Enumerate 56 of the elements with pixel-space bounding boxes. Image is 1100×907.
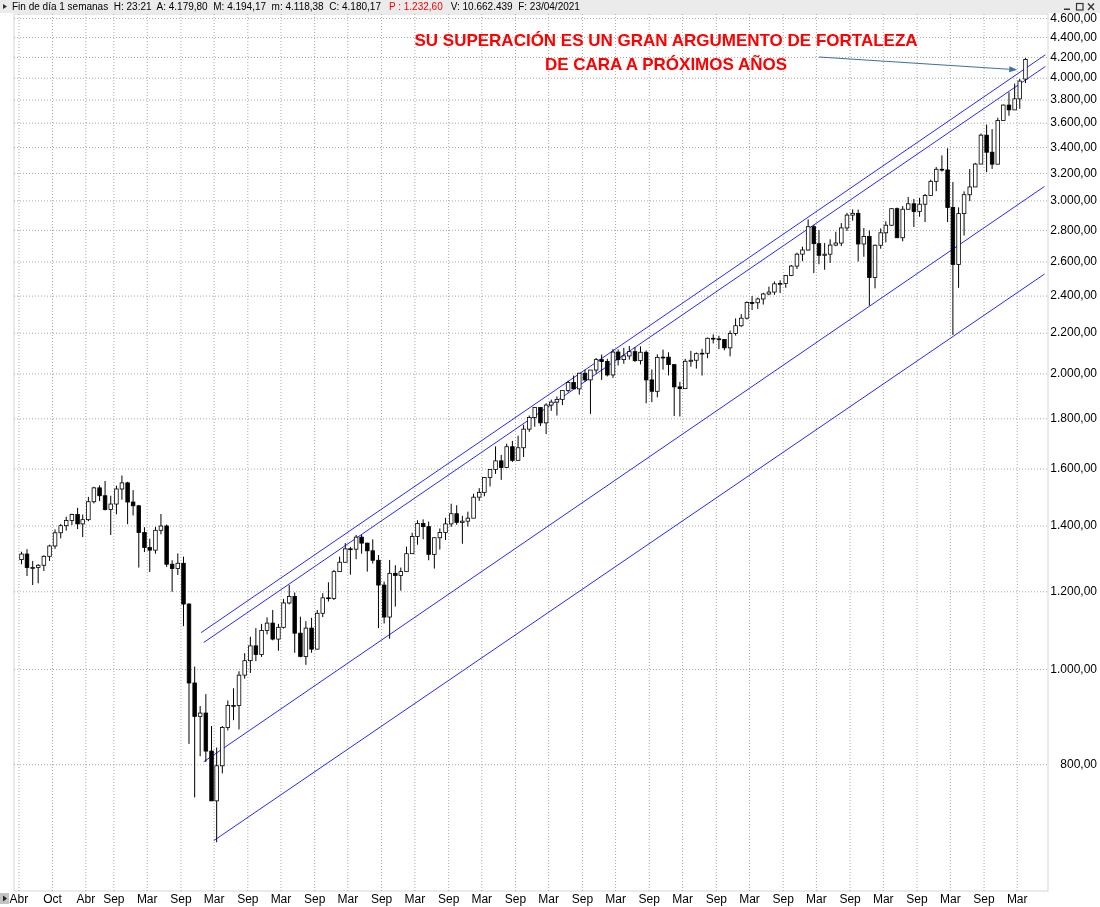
- x-tick-label: Mar: [872, 892, 894, 907]
- y-tick-label: 3.200,00: [1050, 165, 1098, 180]
- x-tick-label: Sep: [906, 892, 928, 907]
- annotation: SU SUPERACIÓN ES UN GRAN ARGUMENTO DE FORTALEZA DE CARA A PRÓXIMOS AÑOS: [414, 31, 918, 74]
- y-tick-label: 2.200,00: [1050, 325, 1098, 340]
- chart-subtitle: P : 1.232,60: [388, 0, 443, 13]
- y-tick-label: 2.000,00: [1050, 366, 1098, 381]
- y-tick-label: 2.400,00: [1050, 288, 1098, 303]
- x-tick-label: Sep: [504, 892, 527, 907]
- x-tick-label: Mar: [605, 892, 626, 907]
- y-tick-label: 4.400,00: [1050, 29, 1098, 44]
- text: V: 10.662.439 F: 23/04/2021: [450, 0, 580, 13]
- x-tick-label: Sep: [638, 892, 661, 907]
- y-tick-label: 4.600,00: [1050, 10, 1098, 25]
- chart-title: Fin de día 1 semanas H: 23:21 A: 4.179,80 M: 4.194,17 m: 4.118,38 C: 4.180,17: [12, 0, 381, 13]
- x-tick-label: Sep: [170, 892, 192, 907]
- y-tick-label: 2.600,00: [1050, 254, 1098, 269]
- x-tick-label: Mar: [136, 892, 158, 907]
- y-tick-label: 1.200,00: [1050, 583, 1098, 598]
- x-tick-label: Sep: [973, 892, 996, 907]
- x-tick-label: Sep: [304, 892, 326, 907]
- x-tick-label: Mar: [538, 892, 560, 907]
- x-tick-label: Mar: [739, 892, 760, 907]
- y-tick-label: 3.000,00: [1050, 193, 1098, 208]
- y-tick-label: 3.600,00: [1050, 115, 1098, 130]
- x-tick-label: Sep: [772, 892, 795, 907]
- x-tick-label: Mar: [806, 892, 827, 907]
- x-tick-label: Abr: [9, 892, 29, 907]
- x-tick-label: Mar: [1006, 892, 1028, 907]
- y-tick-label: 1.800,00: [1050, 411, 1098, 425]
- x-tick-label: Sep: [705, 892, 728, 907]
- x-tick-label: Oct: [43, 892, 63, 907]
- x-tick-label: Mar: [672, 892, 693, 907]
- y-tick-label: 800,00: [1060, 756, 1098, 771]
- y-tick-label: 1.600,00: [1050, 461, 1098, 476]
- x-tick-label: Mar: [404, 892, 426, 907]
- x-tick-label: Abr: [76, 892, 96, 907]
- y-tick-label: 4.000,00: [1050, 70, 1098, 85]
- y-tick-label: 1.000,00: [1050, 661, 1098, 676]
- x-tick-label: Sep: [370, 892, 393, 907]
- y-tick-label: 2.800,00: [1050, 222, 1098, 237]
- x-tick-label: Sep: [437, 892, 460, 907]
- x-tick-label: Sep: [237, 892, 259, 907]
- x-tick-label: Sep: [103, 892, 125, 907]
- candlestick: [1023, 57, 1028, 84]
- y-tick-label: 3.800,00: [1050, 92, 1098, 107]
- x-tick-label: Mar: [940, 892, 961, 907]
- y-tick-label: 4.200,00: [1050, 49, 1098, 64]
- x-tick-label: Sep: [839, 892, 862, 907]
- x-tick-label: Mar: [270, 892, 292, 907]
- y-tick-label: 3.400,00: [1050, 139, 1098, 154]
- x-tick-label: Sep: [571, 892, 594, 907]
- x-tick-label: Mar: [337, 892, 359, 907]
- y-tick-label: 1.400,00: [1050, 518, 1098, 533]
- x-tick-label: Mar: [203, 892, 225, 907]
- x-tick-label: Mar: [471, 892, 493, 907]
